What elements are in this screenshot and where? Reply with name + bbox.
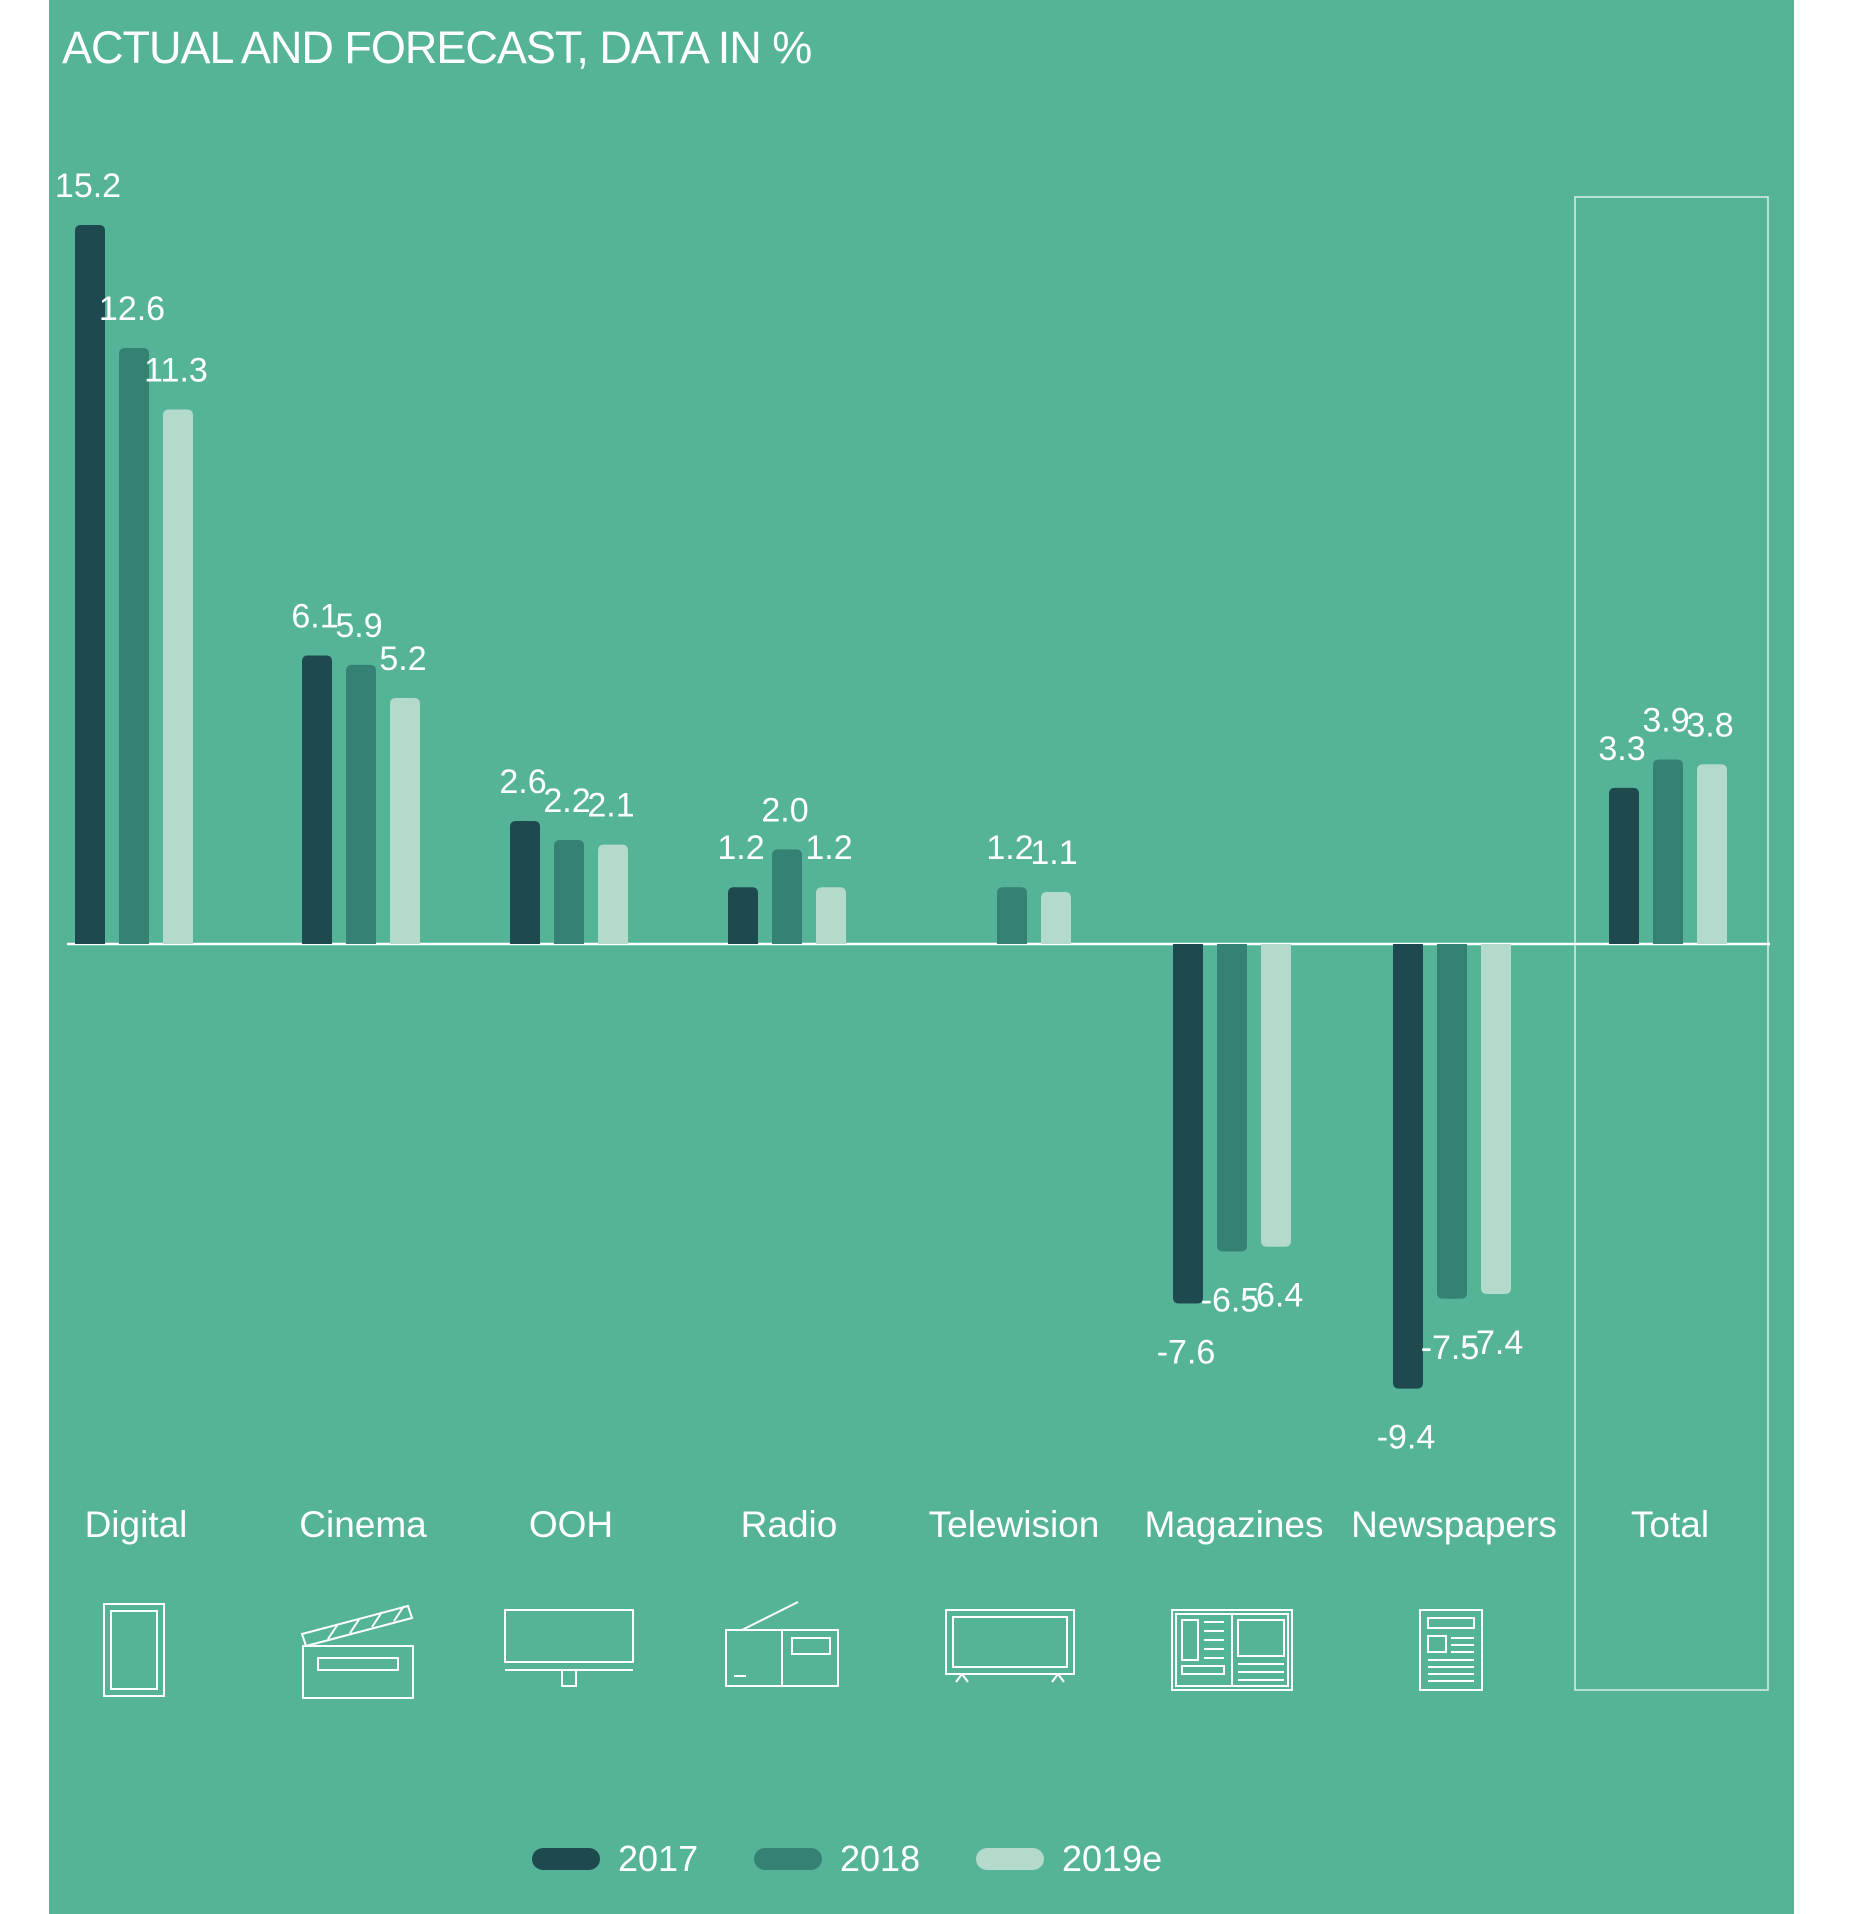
bar-ooh-2017 <box>510 821 540 944</box>
bar-newspapers-2019e <box>1481 944 1511 1295</box>
value-label-magazines-2019e: -6.4 <box>1245 1277 1304 1315</box>
bar-radio-2017 <box>728 887 758 944</box>
value-label-telewision-2019e: 1.1 <box>1030 834 1077 872</box>
value-label-ooh-2019e: 2.1 <box>587 787 634 825</box>
bar-newspapers-2017 <box>1393 944 1423 1389</box>
newspaper-icon <box>1419 1609 1483 1691</box>
bar-ooh-2018 <box>554 839 584 944</box>
bar-digital-2017 <box>75 225 105 945</box>
value-label-magazines-2017: -7.6 <box>1157 1333 1216 1371</box>
radio-icon <box>725 1601 839 1687</box>
bar-radio-2018 <box>772 849 802 944</box>
value-label-total-2019e: 3.8 <box>1686 706 1733 744</box>
value-label-digital-2018: 12.6 <box>99 290 165 328</box>
bar-total-2018 <box>1653 759 1683 944</box>
value-label-radio-2019e: 1.2 <box>805 829 852 867</box>
magazine-icon <box>1171 1609 1293 1691</box>
bar-total-2017 <box>1609 787 1639 944</box>
tablet-icon <box>103 1603 165 1697</box>
bar-cinema-2017 <box>302 655 332 944</box>
category-label-ooh: OOH <box>529 1504 613 1545</box>
legend-swatch-2018 <box>754 1848 822 1870</box>
value-label-cinema-2017: 6.1 <box>291 597 338 635</box>
category-label-newspapers: Newspapers <box>1351 1504 1557 1545</box>
bar-cinema-2019e <box>390 698 420 944</box>
value-label-total-2017: 3.3 <box>1598 730 1645 768</box>
clapperboard-icon <box>300 1604 414 1699</box>
value-label-radio-2017: 1.2 <box>717 829 764 867</box>
value-label-digital-2017: 15.2 <box>55 167 121 205</box>
legend-swatch-2017 <box>532 1848 600 1870</box>
bar-digital-2018 <box>119 348 149 944</box>
value-label-cinema-2018: 5.9 <box>335 607 382 645</box>
legend-label-2017: 2017 <box>618 1838 698 1879</box>
legend-swatch-2019e <box>976 1848 1044 1870</box>
value-label-newspapers-2017: -9.4 <box>1377 1419 1436 1457</box>
value-label-newspapers-2018: -7.5 <box>1421 1329 1480 1367</box>
value-label-radio-2018: 2.0 <box>761 791 808 829</box>
category-label-magazines: Magazines <box>1145 1504 1324 1545</box>
value-label-ooh-2017: 2.6 <box>499 763 546 801</box>
bar-radio-2019e <box>816 887 846 944</box>
legend-label-2018: 2018 <box>840 1838 920 1879</box>
category-label-cinema: Cinema <box>299 1504 427 1545</box>
billboard-icon <box>504 1609 634 1687</box>
category-label-digital: Digital <box>85 1504 188 1545</box>
category-label-total: Total <box>1631 1504 1709 1545</box>
value-label-total-2018: 3.9 <box>1642 702 1689 740</box>
value-label-cinema-2019e: 5.2 <box>379 640 426 678</box>
value-label-ooh-2018: 2.2 <box>543 782 590 820</box>
legend-label-2019e: 2019e <box>1062 1838 1162 1879</box>
chart-title: ACTUAL AND FORECAST, DATA IN % <box>62 22 812 73</box>
value-label-digital-2019e: 11.3 <box>144 352 208 390</box>
bar-magazines-2017 <box>1173 944 1203 1304</box>
bar-ooh-2019e <box>598 844 628 944</box>
bar-newspapers-2018 <box>1437 944 1467 1299</box>
bar-telewision-2019e <box>1041 891 1071 944</box>
value-label-telewision-2018: 1.2 <box>986 829 1033 867</box>
bar-magazines-2019e <box>1261 944 1291 1247</box>
value-label-magazines-2018: -6.5 <box>1201 1281 1260 1319</box>
value-label-newspapers-2019e: -7.4 <box>1465 1324 1524 1362</box>
bar-magazines-2018 <box>1217 944 1247 1252</box>
tv-icon <box>945 1609 1075 1683</box>
bar-total-2019e <box>1697 764 1727 944</box>
bar-telewision-2018 <box>997 887 1027 944</box>
bar-cinema-2018 <box>346 664 376 944</box>
category-label-radio: Radio <box>741 1504 838 1545</box>
bar-digital-2019e <box>163 409 193 944</box>
category-label-telewision: Telewision <box>929 1504 1100 1545</box>
